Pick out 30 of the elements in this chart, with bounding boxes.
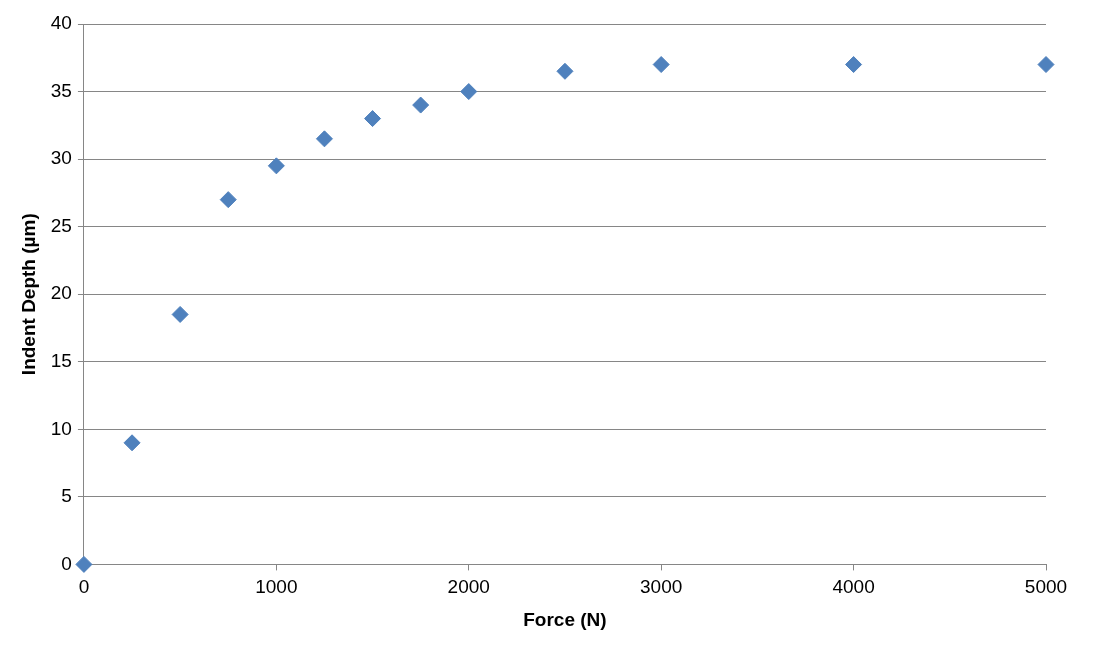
point bbox=[845, 56, 863, 74]
y-axis-title: Indent Depth (µm) bbox=[17, 213, 39, 376]
x-tick-label: 2000 bbox=[447, 576, 490, 598]
x-tick-label: 0 bbox=[78, 576, 90, 598]
x-tick-label: 3000 bbox=[640, 576, 683, 598]
y-tick-label: 20 bbox=[50, 282, 72, 304]
y-tick-label: 10 bbox=[50, 417, 72, 439]
x-tick-label: 5000 bbox=[1024, 576, 1068, 598]
y-tick-label: 5 bbox=[61, 485, 72, 507]
y-tick-label: 35 bbox=[50, 79, 72, 101]
y-tick-label: 30 bbox=[50, 147, 72, 169]
x-tick-label: 4000 bbox=[832, 576, 875, 598]
point bbox=[1037, 56, 1055, 74]
y-tick-label: 0 bbox=[61, 552, 72, 574]
y-tick-label: 25 bbox=[50, 214, 72, 236]
point bbox=[171, 305, 189, 323]
y-tick-label: 40 bbox=[50, 12, 72, 34]
point bbox=[75, 555, 93, 573]
point bbox=[556, 62, 574, 80]
point bbox=[267, 157, 285, 175]
point bbox=[219, 191, 237, 209]
point bbox=[412, 96, 430, 114]
point bbox=[315, 130, 333, 148]
point bbox=[123, 434, 141, 452]
x-axis-title: Force (N) bbox=[523, 608, 607, 630]
point bbox=[364, 110, 382, 128]
point bbox=[460, 83, 478, 101]
x-tick-label: 1000 bbox=[255, 576, 298, 598]
point bbox=[652, 56, 670, 74]
y-tick-label: 15 bbox=[50, 349, 72, 371]
